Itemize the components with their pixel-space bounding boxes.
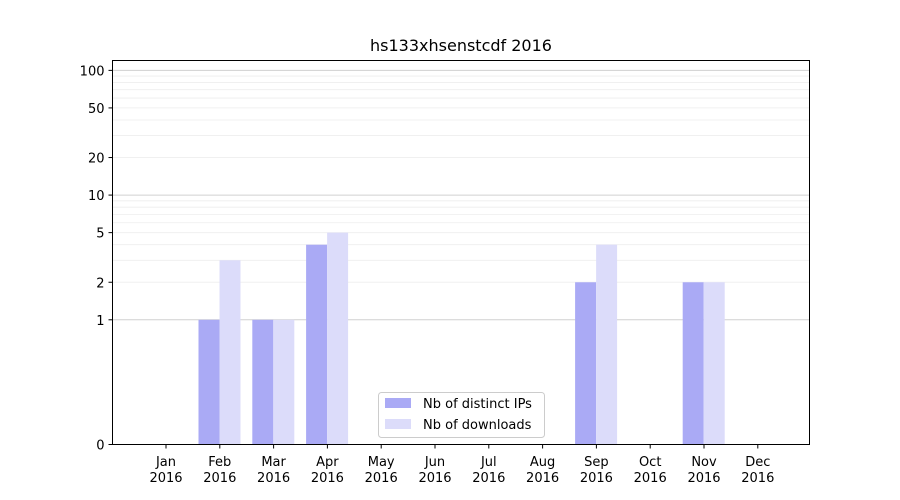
y-tick-label: 2 xyxy=(96,276,104,291)
x-tick-label-month: Nov xyxy=(691,455,717,470)
x-axis: Jan2016Feb2016Mar2016Apr2016May2016Jun20… xyxy=(149,444,774,486)
y-tick-label: 10 xyxy=(88,189,105,204)
y-tick-label: 20 xyxy=(88,152,105,167)
x-tick-label-year: 2016 xyxy=(687,471,720,486)
x-tick-label-year: 2016 xyxy=(203,471,236,486)
x-tick-label-year: 2016 xyxy=(418,471,451,486)
bar-downloads xyxy=(273,319,295,445)
x-tick-label-year: 2016 xyxy=(526,471,559,486)
y-tick-label: 0 xyxy=(96,439,104,454)
bar-downloads xyxy=(219,260,241,445)
y-tick-label: 50 xyxy=(88,102,105,117)
x-tick-label-year: 2016 xyxy=(365,471,398,486)
y-tick-label: 1 xyxy=(96,314,104,329)
legend-swatch-distinct-ips xyxy=(385,398,411,408)
x-tick-label-month: Dec xyxy=(745,455,770,470)
legend-label-downloads: Nb of downloads xyxy=(423,418,532,433)
x-tick-label-month: Jul xyxy=(480,455,497,470)
bar-downloads xyxy=(596,244,618,445)
bar-distinct-ips xyxy=(252,319,274,445)
bar-distinct-ips xyxy=(198,319,220,445)
y-tick-label: 100 xyxy=(80,64,105,79)
x-tick-label-month: Jun xyxy=(424,455,445,470)
x-tick-label-month: Mar xyxy=(261,455,286,470)
legend: Nb of distinct IPs Nb of downloads xyxy=(378,392,545,438)
x-tick-label-year: 2016 xyxy=(741,471,774,486)
x-tick-label-year: 2016 xyxy=(634,471,667,486)
x-tick-label-year: 2016 xyxy=(149,471,182,486)
y-axis: 0 1 2 5 10 20 50 100 xyxy=(80,64,113,454)
x-tick-label-month: May xyxy=(368,455,395,470)
legend-box xyxy=(378,392,545,438)
x-tick-label-year: 2016 xyxy=(257,471,290,486)
legend-swatch-downloads xyxy=(385,419,411,429)
x-tick-label-year: 2016 xyxy=(472,471,505,486)
x-tick-label-month: Jan xyxy=(155,455,176,470)
bars xyxy=(198,232,725,445)
bar-distinct-ips xyxy=(306,244,328,445)
bar-downloads xyxy=(703,282,725,445)
plot-frame xyxy=(112,60,810,445)
x-tick-label-month: Sep xyxy=(584,455,609,470)
x-tick-label-month: Feb xyxy=(208,455,231,470)
x-tick-label-year: 2016 xyxy=(311,471,344,486)
bar-downloads xyxy=(327,232,349,445)
x-tick-label-month: Oct xyxy=(639,455,661,470)
x-tick-label-year: 2016 xyxy=(580,471,613,486)
legend-label-distinct-ips: Nb of distinct IPs xyxy=(423,397,532,412)
bar-distinct-ips xyxy=(575,282,597,445)
chart-title: hs133xhsenstcdf 2016 xyxy=(370,36,552,55)
x-tick-label-month: Aug xyxy=(530,455,555,470)
bar-distinct-ips xyxy=(682,282,704,445)
x-tick-label-month: Apr xyxy=(316,455,339,470)
y-tick-label: 5 xyxy=(96,227,104,242)
